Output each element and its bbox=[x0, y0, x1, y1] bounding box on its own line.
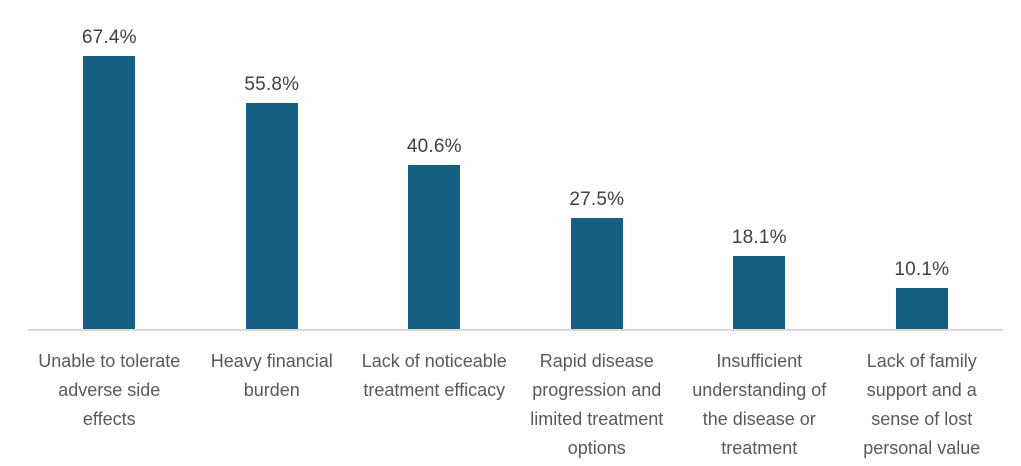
bar-value-label: 27.5% bbox=[569, 189, 625, 210]
category-label-line: options bbox=[567, 438, 626, 458]
bar-column: 18.1% bbox=[678, 0, 841, 329]
category-label-line: the disease or bbox=[702, 409, 816, 429]
category-label-line: personal value bbox=[863, 438, 981, 458]
bar bbox=[733, 256, 786, 329]
category-label-line: sense of lost bbox=[871, 409, 973, 429]
bar-column: 10.1% bbox=[841, 0, 1004, 329]
bar-value-label: 18.1% bbox=[731, 227, 787, 248]
category-label-line: Rapid disease bbox=[539, 351, 654, 371]
category-label: Insufficient understanding of the disease … bbox=[678, 347, 841, 463]
category-label-line: Lack of noticeable bbox=[361, 351, 507, 371]
bar bbox=[895, 288, 948, 329]
category-label: Lack of family support and a sense of lost… bbox=[841, 347, 1004, 463]
category-label-line: Unable to tolerate bbox=[38, 351, 181, 371]
bar bbox=[570, 218, 623, 329]
category-label-line: understanding of bbox=[692, 380, 827, 400]
category-label-line: Lack of family bbox=[866, 351, 977, 371]
category-label-line: adverse side bbox=[58, 380, 161, 400]
category-label-line: treatment bbox=[721, 438, 798, 458]
category-label: Unable to tolerate adverse side effects bbox=[28, 347, 191, 463]
bar bbox=[245, 103, 298, 329]
category-label-line: effects bbox=[82, 409, 136, 429]
bar bbox=[408, 165, 461, 329]
bar-value-label: 67.4% bbox=[81, 27, 137, 48]
bar-column: 40.6% bbox=[353, 0, 516, 329]
bar-column: 67.4% bbox=[28, 0, 191, 329]
bar-value-label: 10.1% bbox=[894, 259, 950, 280]
category-label-line: progression and bbox=[532, 380, 662, 400]
category-label-line: support and a bbox=[866, 380, 977, 400]
category-label-line: treatment efficacy bbox=[363, 380, 506, 400]
bar-value-label: 55.8% bbox=[244, 74, 300, 95]
bar bbox=[83, 56, 136, 329]
x-axis-line: 67.4% 55.8% 40.6% 27.5% 18.1% 10.1% bbox=[28, 0, 1003, 331]
category-label: Rapid disease progression and limited trea… bbox=[516, 347, 679, 463]
category-label: Lack of noticeable treatment efficacy bbox=[353, 347, 516, 463]
category-label-line: Insufficient bbox=[716, 351, 803, 371]
bar-column: 55.8% bbox=[191, 0, 354, 329]
category-label-line: Heavy financial bbox=[210, 351, 333, 371]
bar-column: 27.5% bbox=[516, 0, 679, 329]
category-axis: Unable to tolerate adverse side effects He… bbox=[28, 331, 1003, 463]
bar-value-label: 40.6% bbox=[406, 136, 462, 157]
plot-area: 67.4% 55.8% 40.6% 27.5% 18.1% 10.1% Unab… bbox=[28, 0, 1003, 466]
category-label: Heavy financial burden bbox=[191, 347, 354, 463]
category-label-line: limited treatment bbox=[530, 409, 664, 429]
category-label-line: burden bbox=[243, 380, 300, 400]
